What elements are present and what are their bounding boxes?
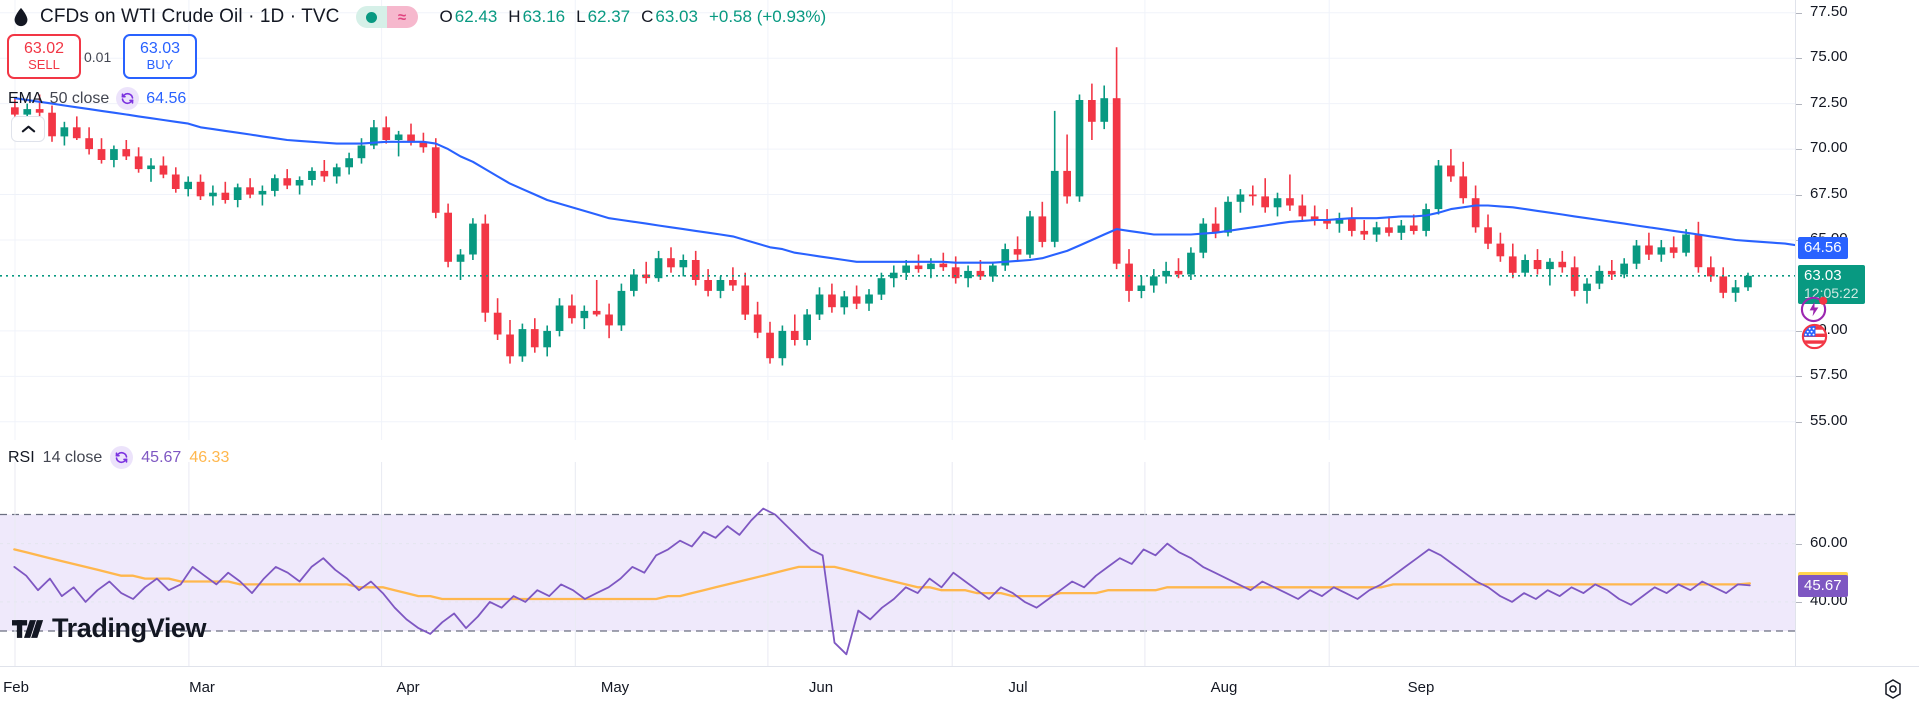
buy-label: BUY bbox=[146, 57, 174, 73]
time-axis-label: Aug bbox=[1210, 679, 1238, 696]
price-axis-label: 77.50 bbox=[1810, 2, 1848, 20]
time-axis-label: Apr bbox=[396, 679, 420, 696]
price-pane[interactable] bbox=[0, 0, 1795, 440]
buy-price: 63.03 bbox=[139, 40, 181, 58]
price-axis-label: 72.50 bbox=[1810, 93, 1848, 111]
refresh-icon[interactable] bbox=[110, 446, 134, 469]
sell-price: 63.02 bbox=[23, 40, 65, 58]
price-axis-tick bbox=[1796, 12, 1802, 14]
symbol-title[interactable]: CFDs on WTI Crude Oil · 1D · TVC bbox=[40, 6, 340, 27]
ema-value: 64.56 bbox=[146, 89, 187, 107]
alerts-lightning-icon[interactable] bbox=[1800, 294, 1829, 323]
price-axis[interactable]: 77.5075.0072.5070.0067.5065.0060.0057.50… bbox=[1795, 0, 1919, 666]
price-axis-tick bbox=[1796, 330, 1802, 332]
sell-label: SELL bbox=[28, 57, 60, 73]
rsi-axis-label: 60.00 bbox=[1810, 533, 1848, 551]
sell-button[interactable]: 63.02 SELL bbox=[7, 34, 81, 79]
time-axis-label: Jun bbox=[808, 679, 834, 696]
ohlc-h-key: H bbox=[508, 7, 521, 26]
ohlc-change: +0.58 (+0.93%) bbox=[708, 7, 827, 26]
ema-args: 50 close bbox=[49, 89, 110, 107]
price-axis-label: 75.00 bbox=[1810, 48, 1848, 66]
rsi-value-badge: 45.67 bbox=[1798, 575, 1848, 598]
time-axis-label: Feb bbox=[3, 679, 29, 696]
rsi-name: RSI bbox=[8, 448, 35, 466]
price-axis-label: 67.50 bbox=[1810, 184, 1848, 202]
rsi-axis-tick bbox=[1796, 601, 1802, 603]
price-axis-tick bbox=[1796, 58, 1802, 60]
ohlc-l-value: 62.37 bbox=[587, 7, 631, 26]
rsi-chart bbox=[0, 462, 1795, 666]
ohlc-l-key: L bbox=[576, 7, 586, 26]
oil-drop-icon bbox=[14, 7, 28, 27]
price-axis-tick bbox=[1796, 149, 1802, 151]
rsi-indicator-legend[interactable]: RSI 14 close 45.67 46.33 bbox=[8, 446, 229, 469]
chevron-up-icon bbox=[21, 125, 35, 133]
time-axis-label: Sep bbox=[1407, 679, 1435, 696]
ohlc-o-key: O bbox=[439, 7, 453, 26]
ohlc-values: O 62.43 H 63.16 L 62.37 C 63.03 +0.58 (+0.93%) bbox=[440, 7, 829, 27]
rsi-args: 14 close bbox=[42, 448, 103, 466]
candlestick-chart bbox=[0, 0, 1795, 440]
price-axis-tick bbox=[1796, 421, 1802, 423]
ema-indicator-legend[interactable]: EMA 50 close 64.56 bbox=[8, 87, 186, 110]
candle-style-icon[interactable] bbox=[355, 6, 387, 28]
rsi-axis-tick bbox=[1796, 543, 1802, 545]
collapse-pane-button[interactable] bbox=[11, 116, 45, 142]
gear-icon[interactable] bbox=[1881, 677, 1905, 701]
us-flag-news-icon[interactable] bbox=[1800, 322, 1829, 351]
time-axis-label: Mar bbox=[189, 679, 215, 696]
rsi-pane[interactable] bbox=[0, 462, 1795, 666]
last-price-badge: 63.03 12:05:22 bbox=[1798, 264, 1865, 304]
refresh-icon[interactable] bbox=[116, 87, 140, 110]
ohlc-o-value: 62.43 bbox=[454, 7, 498, 26]
price-axis-tick bbox=[1796, 376, 1802, 378]
time-axis-label: May bbox=[600, 679, 630, 696]
price-axis-tick bbox=[1796, 194, 1802, 196]
rsi-ma-value: 46.33 bbox=[189, 448, 230, 466]
ohlc-c-key: C bbox=[641, 7, 654, 26]
rsi-value: 45.67 bbox=[141, 448, 182, 466]
price-axis-tick bbox=[1796, 103, 1802, 105]
chart-legend-header: CFDs on WTI Crude Oil · 1D · TVC ≈ O 62.4… bbox=[10, 4, 828, 30]
buy-button[interactable]: 63.03 BUY bbox=[123, 34, 197, 79]
price-axis-label: 55.00 bbox=[1810, 411, 1848, 429]
wave-style-icon[interactable]: ≈ bbox=[386, 6, 418, 28]
ohlc-c-value: 63.03 bbox=[655, 7, 698, 26]
ema-price-badge: 64.56 bbox=[1798, 237, 1848, 259]
ohlc-h-value: 63.16 bbox=[522, 7, 566, 26]
spread-value: 0.01 bbox=[84, 49, 112, 65]
price-axis-label: 57.50 bbox=[1810, 366, 1848, 384]
bar-countdown: 12:05:22 bbox=[1804, 284, 1859, 301]
time-axis-label: Jul bbox=[1008, 679, 1028, 696]
time-axis[interactable]: Feb Mar Apr May Jun Jul Aug Sep bbox=[0, 666, 1919, 709]
price-axis-label: 70.00 bbox=[1810, 139, 1848, 157]
ema-name: EMA bbox=[8, 89, 43, 107]
chart-style-toggle[interactable]: ≈ bbox=[355, 6, 418, 28]
